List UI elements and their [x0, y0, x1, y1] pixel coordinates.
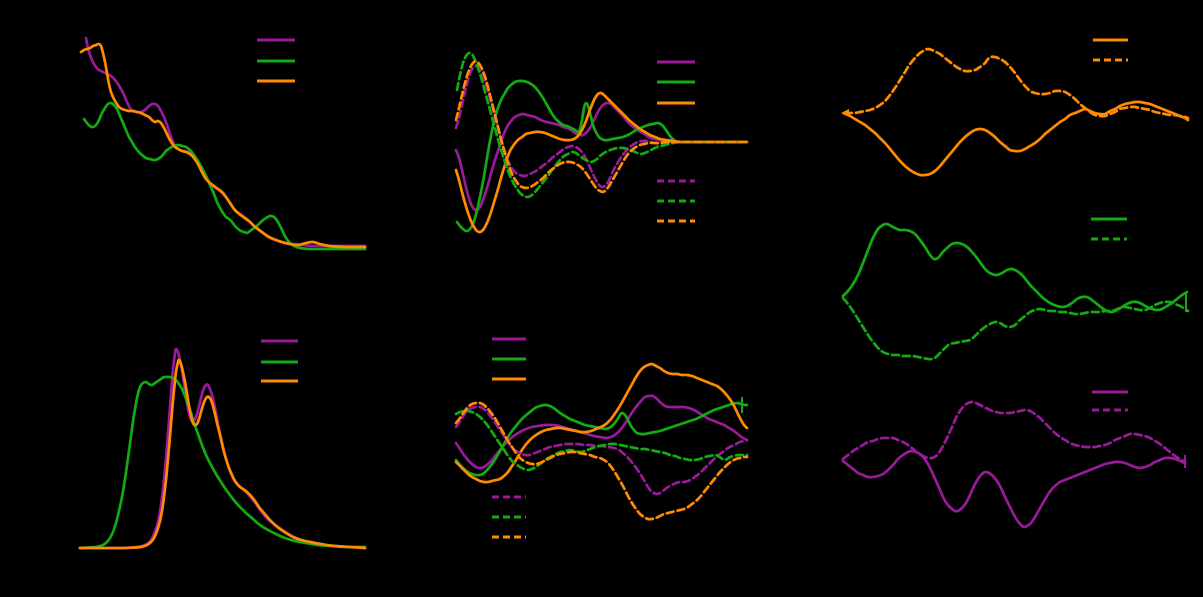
panel-bottom-left: [78, 339, 367, 550]
right-middle-green-solid-line: [841, 222, 1189, 314]
bottom-middle-purple-dashed-line: [454, 405, 749, 496]
top-middle-green-dashed-line: [455, 51, 749, 199]
panel-right-middle: [841, 217, 1190, 361]
top-middle-purple-dashed-line: [454, 64, 749, 189]
series-start-marker: [841, 109, 849, 117]
bottom-left-green-solid-line: [78, 375, 367, 550]
right-top-orange-dashed-line: [843, 47, 1190, 120]
bottom-left-orange-solid-line: [78, 358, 367, 550]
top-middle-purple-solid-line: [454, 101, 749, 212]
top-middle-green-solid-line: [455, 79, 749, 233]
panel-top-left: [79, 36, 367, 251]
bottom-middle-orange-solid-line: [454, 362, 749, 484]
panel-right-top: [841, 38, 1190, 177]
panel-right-bottom: [841, 390, 1187, 529]
top-left-orange-solid-line: [79, 42, 367, 249]
panel-bottom-middle: [454, 337, 749, 539]
top-middle-orange-solid-line: [454, 91, 749, 234]
right-bottom-purple-dashed-line: [841, 400, 1187, 464]
top-middle-orange-dashed-line: [454, 60, 749, 194]
bottom-middle-green-solid-line: [454, 401, 749, 477]
right-top-orange-solid-line: [843, 100, 1190, 177]
right-middle-green-dashed-line: [841, 296, 1190, 361]
bottom-middle-purple-solid-line: [454, 394, 749, 470]
panel-top-middle: [454, 51, 749, 234]
bottom-middle-orange-dashed-line: [454, 401, 749, 521]
top-left-green-solid-line: [82, 101, 367, 251]
bottom-middle-green-dashed-line: [454, 409, 749, 472]
right-bottom-purple-solid-line: [841, 449, 1187, 529]
